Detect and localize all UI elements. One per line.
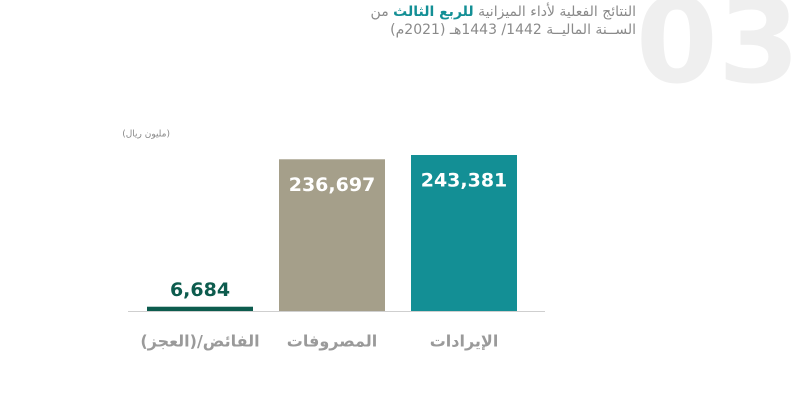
title-text: النتائج الفعلية لأداء الميزانية: [474, 2, 636, 20]
title-emphasis: للربع الثالث: [393, 4, 473, 20]
chart-title: النتائج الفعلية لأداء الميزانية للربع ال…: [371, 2, 636, 20]
section-number: 03: [636, 0, 800, 110]
bar: [411, 155, 517, 311]
chart-subtitle: الســنة الماليــة 1442/ 1443هـ (2021م): [390, 22, 636, 38]
value-label: 6,684: [170, 279, 230, 301]
x-tick-label: الفائض/(العجز): [140, 332, 259, 351]
value-label: 236,697: [289, 174, 376, 196]
x-tick-label: المصروفات: [287, 332, 377, 351]
bar: [279, 159, 385, 311]
bar: [147, 306, 253, 311]
unit-label: (مليون ريال): [122, 130, 170, 140]
title-text: من: [371, 4, 394, 20]
value-label: 243,381: [421, 170, 508, 192]
x-tick-label: الإيرادات: [430, 332, 499, 351]
